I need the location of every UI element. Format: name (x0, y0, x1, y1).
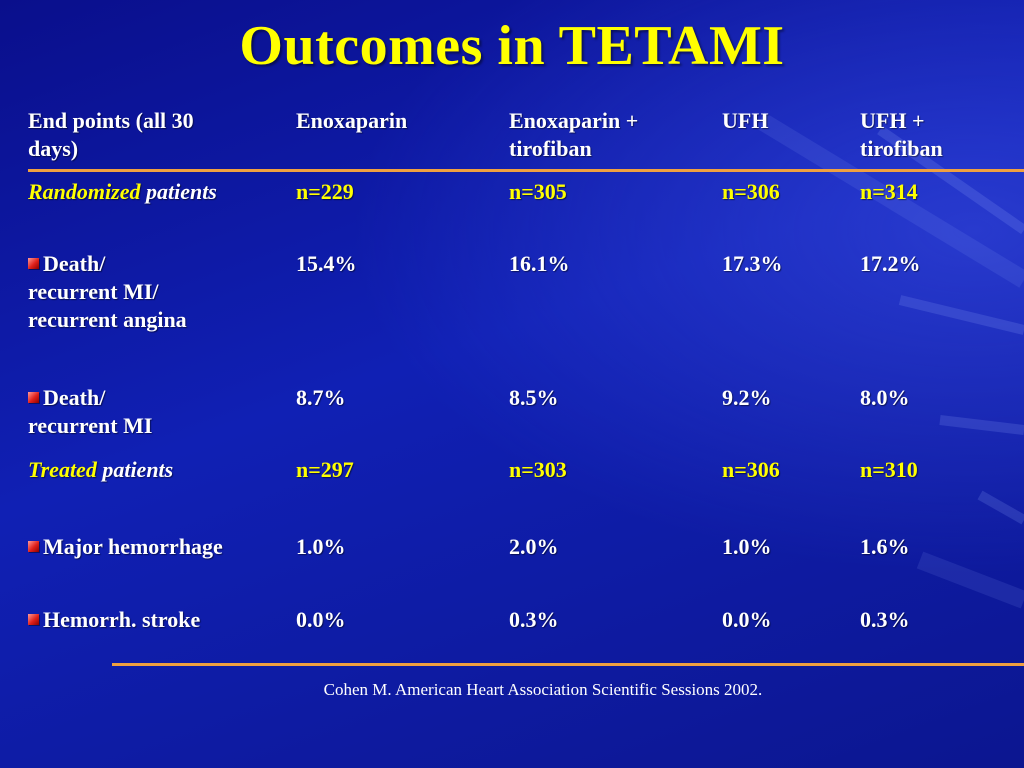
randomized-label-italic: Randomized (28, 179, 141, 204)
slide-title: Outcomes in TETAMI (239, 15, 785, 77)
header-ufh-tirofiban-line1: UFH + (860, 108, 925, 133)
header-ufh: UFH (722, 107, 768, 135)
treated-enoxaparin: n=297 (296, 457, 354, 482)
header-enoxaparin-tirofiban-line2: tirofiban (509, 136, 592, 161)
randomized-enoxaparin: n=229 (296, 179, 354, 204)
randomized-ufh-tirofiban: n=314 (860, 179, 918, 204)
treated-label-italic: Treated (28, 457, 97, 482)
row-death-mi-line2: recurrent MI (28, 413, 153, 438)
header-ufh-line1: UFH (722, 108, 769, 133)
row-major-hemorrhage-text: Major hemorrhage (43, 534, 223, 559)
major-hemorrhage-ufh-tirofiban: 1.6% (860, 534, 910, 559)
header-divider (28, 169, 1024, 172)
randomized-ufh: n=306 (722, 179, 780, 204)
hemorrh-stroke-ufh: 0.0% (722, 607, 772, 632)
header-endpoints-line2: days) (28, 136, 79, 161)
death-mi-ufh: 9.2% (722, 385, 772, 410)
header-ufh-tirofiban-line2: tirofiban (860, 136, 943, 161)
header-enoxaparin: Enoxaparin (296, 107, 407, 135)
randomized-label-rest: patients (145, 179, 217, 204)
red-square-bullet-icon (28, 541, 39, 552)
major-hemorrhage-ufh: 1.0% (722, 534, 772, 559)
row-major-hemorrhage-label: Major hemorrhage (28, 533, 223, 561)
row-hemorrh-stroke-text: Hemorrh. stroke (43, 607, 201, 632)
header-endpoints-line1: End points (all 30 (28, 108, 194, 133)
death-mi-angina-ufh-tirofiban: 17.2% (860, 251, 921, 276)
death-mi-angina-enoxaparin-tirofiban: 16.1% (509, 251, 570, 276)
hemorrh-stroke-enoxaparin: 0.0% (296, 607, 346, 632)
death-mi-angina-enoxaparin: 15.4% (296, 251, 357, 276)
row-death-mi-label: Death/ recurrent MI (28, 384, 152, 440)
header-ufh-tirofiban: UFH + tirofiban (860, 107, 943, 163)
death-mi-enoxaparin: 8.7% (296, 385, 346, 410)
treated-ufh-tirofiban: n=310 (860, 457, 918, 482)
major-hemorrhage-enoxaparin-tirofiban: 2.0% (509, 534, 559, 559)
hemorrh-stroke-ufh-tirofiban: 0.3% (860, 607, 910, 632)
row-death-mi-angina-line3: recurrent angina (28, 307, 187, 332)
header-enoxaparin-tirofiban-line1: Enoxaparin + (509, 108, 639, 133)
treated-label-rest: patients (102, 457, 174, 482)
randomized-enoxaparin-tirofiban: n=305 (509, 179, 567, 204)
treated-label: Treated patients (28, 456, 173, 484)
death-mi-angina-ufh: 17.3% (722, 251, 783, 276)
treated-enoxaparin-tirofiban: n=303 (509, 457, 567, 482)
citation: Cohen M. American Heart Association Scie… (323, 680, 763, 699)
row-death-mi-angina-line2: recurrent MI/ (28, 279, 159, 304)
red-square-bullet-icon (28, 392, 39, 403)
randomized-label: Randomized patients (28, 178, 217, 206)
death-mi-ufh-tirofiban: 8.0% (860, 385, 910, 410)
bottom-divider (112, 663, 1024, 666)
header-enoxaparin-tirofiban: Enoxaparin + tirofiban (509, 107, 638, 163)
row-death-mi-angina-label: Death/ recurrent MI/ recurrent angina (28, 250, 187, 334)
red-square-bullet-icon (28, 258, 39, 269)
treated-ufh: n=306 (722, 457, 780, 482)
row-death-mi-angina-line1: Death/ (43, 251, 106, 276)
death-mi-enoxaparin-tirofiban: 8.5% (509, 385, 559, 410)
header-enoxaparin-line1: Enoxaparin (296, 108, 408, 133)
hemorrh-stroke-enoxaparin-tirofiban: 0.3% (509, 607, 559, 632)
header-endpoints: End points (all 30 days) (28, 107, 194, 163)
row-death-mi-line1: Death/ (43, 385, 106, 410)
major-hemorrhage-enoxaparin: 1.0% (296, 534, 346, 559)
red-square-bullet-icon (28, 614, 39, 625)
row-hemorrh-stroke-label: Hemorrh. stroke (28, 606, 200, 634)
